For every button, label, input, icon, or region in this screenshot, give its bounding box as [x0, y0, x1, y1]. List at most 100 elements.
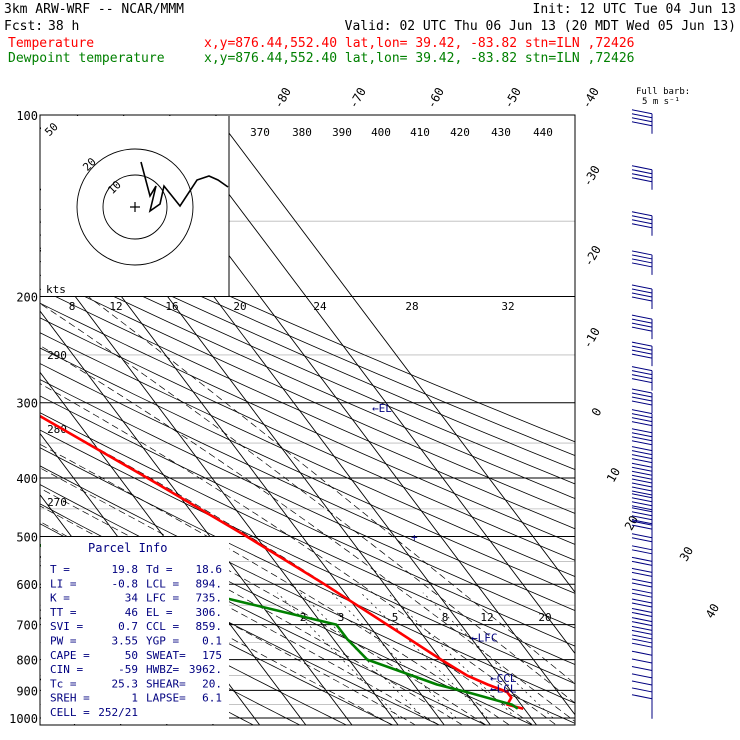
- wind-barb: [631, 341, 653, 367]
- wind-barb: [631, 673, 653, 698]
- wind-barb: [631, 687, 653, 712]
- mixing-ratio-label: 5: [392, 611, 399, 624]
- wind-barb: [631, 428, 653, 453]
- isotherm-label: -40: [579, 85, 602, 111]
- pressure-tick-label: 900: [16, 684, 38, 698]
- valid-time: Valid: 02 UTC Thu 06 Jun 13 (20 MDT Wed …: [345, 19, 736, 34]
- parcel-row-label: HWBZ=: [146, 663, 179, 676]
- temperature-legend: Temperature: [8, 36, 94, 51]
- speed-label: 20: [233, 300, 246, 313]
- dry-adiabat: [40, 429, 575, 685]
- parcel-info-title: Parcel Info: [88, 541, 167, 555]
- dry-adiabat: [40, 379, 575, 629]
- barb-legend-line2: 5 m s⁻¹: [642, 97, 680, 107]
- level-marker: ←LFC: [471, 631, 498, 644]
- pressure-tick-label: 300: [16, 397, 38, 411]
- dry-adiabat: [40, 234, 575, 471]
- pressure-tick-label: 200: [16, 291, 38, 305]
- parcel-row-value: 894.: [196, 577, 223, 590]
- parcel-row-value: 50: [125, 649, 138, 662]
- hodograph-ring: [102, 174, 168, 240]
- wind-barb: [631, 446, 653, 471]
- moist-adiabat: [40, 521, 417, 725]
- isotherm-label: 0: [589, 405, 605, 418]
- isotherm-labels: -80 -70 -60 -50 -40 -30 -20 -10 0 10 20 30 40: [271, 85, 722, 621]
- parcel-row-value: 19.8: [112, 563, 139, 576]
- parcel-row-value: 46: [125, 606, 138, 619]
- parcel-row-label: K =: [50, 592, 70, 605]
- speed-label: 8: [69, 300, 76, 313]
- hodograph-units: kts: [46, 283, 66, 296]
- isotherm-label: 20: [622, 513, 641, 533]
- parcel-row-label: CELL =: [50, 706, 90, 719]
- pressure-tick-label: 400: [16, 472, 38, 486]
- parcel-row-value: 175: [202, 649, 222, 662]
- dry-adiabat: [40, 260, 575, 500]
- parcel-row-value: -59: [118, 663, 138, 676]
- speed-label: 16: [165, 300, 178, 313]
- dry-adiabat: [40, 247, 575, 485]
- parcel-row-label: LAPSE=: [146, 692, 186, 705]
- wind-barb: [631, 478, 653, 503]
- wind-barb: [631, 567, 653, 593]
- parcel-level-markers: ←EL ←LFC ←CCL←LCL: [372, 402, 517, 696]
- wind-barbs: [631, 109, 653, 719]
- wind-barb: [631, 109, 653, 134]
- isotherm-label: -70: [346, 85, 369, 111]
- parcel-info-panel: Parcel Info T = 19.8 Td = 18.6 LI = -0.8 LCL =…: [41, 537, 229, 724]
- theta-label: 430: [491, 126, 511, 139]
- wind-barb: [631, 658, 653, 683]
- parcel-row-label: T =: [50, 563, 70, 576]
- isotherm-label: -50: [501, 85, 524, 111]
- sounding-profiles: +: [40, 414, 524, 710]
- parcel-row-label: LI =: [50, 577, 77, 590]
- fcst-label: Fcst:: [4, 19, 43, 34]
- dry-adiabat: [40, 274, 575, 514]
- wind-barb: [631, 533, 653, 558]
- isotherm-label: 30: [677, 544, 696, 564]
- temperature-location: x,y=876.44,552.40 lat,lon= 39.42, -83.82…: [204, 36, 634, 51]
- moist-adiabat: [40, 303, 575, 704]
- fcst-value: 38 h: [48, 19, 79, 34]
- moist-adiabat: [40, 467, 487, 725]
- parcel-row-value: -0.8: [112, 577, 139, 590]
- dry-adiabat: [40, 412, 575, 666]
- isotherm-label: -80: [271, 85, 294, 111]
- isotherm-label: -10: [580, 325, 603, 351]
- pressure-tick-label: 600: [16, 578, 38, 592]
- isotherm-label: 40: [703, 601, 722, 621]
- mixing-ratio-line: [300, 592, 425, 719]
- model-title: 3km ARW-WRF -- NCAR/MMM: [4, 2, 184, 17]
- dry-adiabat: [40, 221, 575, 456]
- dry-adiabat: [40, 302, 575, 545]
- isotherm-label: 10: [604, 465, 623, 485]
- parcel-row-label: EL =: [146, 606, 173, 619]
- speed-label: 28: [405, 300, 418, 313]
- parcel-row-label: SREH =: [50, 692, 90, 705]
- wind-barb: [631, 314, 653, 340]
- isotherm-line: [0, 115, 29, 725]
- mixing-ratio-label: 3: [338, 611, 345, 624]
- isotherm-line: [40, 310, 353, 725]
- parcel-row-label: PW =: [50, 635, 77, 648]
- theta-label: 280: [47, 423, 67, 436]
- dewpoint-legend: Dewpoint temperature: [8, 51, 165, 66]
- mixing-ratio-label: 20: [538, 611, 551, 624]
- dry-adiabat: [40, 347, 575, 594]
- isotherm-label: -30: [580, 163, 603, 189]
- speed-label: 24: [313, 300, 327, 313]
- level-marker: ←CCL: [490, 672, 517, 685]
- theta-label: 400: [371, 126, 391, 139]
- pressure-tick-label: 700: [16, 619, 38, 633]
- speed-label: 12: [109, 300, 122, 313]
- pressure-tick-label: 800: [16, 654, 38, 668]
- theta-label: 440: [533, 126, 553, 139]
- moist-adiabat: [87, 296, 575, 685]
- parcel-row-label: SWEAT=: [146, 649, 186, 662]
- parcel-row-label: SVI =: [50, 620, 83, 633]
- pressure-tick-label: 1000: [9, 712, 38, 726]
- wind-barb: [631, 694, 653, 719]
- level-marker: ←EL: [372, 402, 392, 415]
